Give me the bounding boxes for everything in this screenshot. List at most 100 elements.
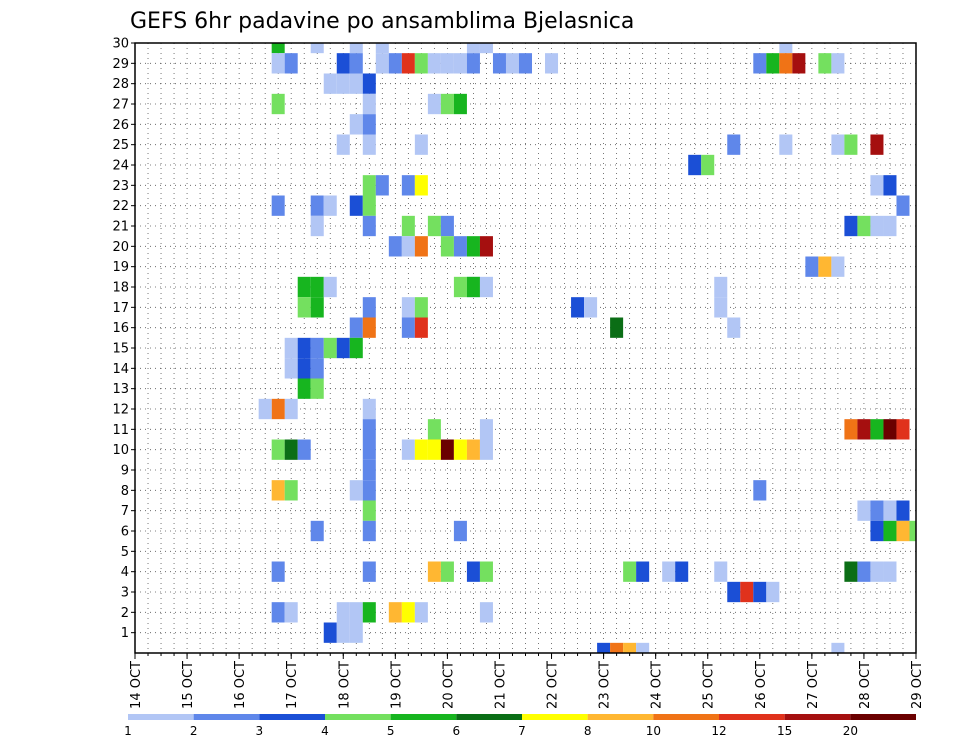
data-cell xyxy=(466,439,480,460)
y-tick-label: 26 xyxy=(112,118,129,133)
data-cell xyxy=(870,500,884,521)
data-cell xyxy=(310,43,324,54)
chart-title: GEFS 6hr padavine po ansamblima Bjelasni… xyxy=(130,9,634,34)
data-cell xyxy=(896,520,910,542)
y-tick-label: 8 xyxy=(121,484,129,499)
data-cell xyxy=(479,236,493,257)
data-cell xyxy=(362,561,376,582)
data-cell xyxy=(284,337,298,359)
y-tick-label: 12 xyxy=(112,403,129,418)
legend-label: 10 xyxy=(646,724,661,738)
x-tick-label: 29 OCT xyxy=(910,661,925,709)
data-cell xyxy=(571,297,585,318)
data-cell xyxy=(792,53,806,74)
data-cell xyxy=(284,602,298,623)
data-cell xyxy=(362,297,376,318)
data-cell xyxy=(714,561,728,582)
data-cell xyxy=(271,602,285,623)
data-cell xyxy=(336,134,350,155)
data-cell xyxy=(779,43,793,54)
data-cell xyxy=(610,642,624,653)
y-tick-label: 5 xyxy=(121,545,129,560)
data-cell xyxy=(831,256,845,277)
data-cell xyxy=(714,297,728,318)
data-cell xyxy=(414,175,428,196)
data-cell xyxy=(310,520,324,542)
data-cell xyxy=(336,73,350,94)
data-cell xyxy=(479,419,493,440)
data-cell xyxy=(336,622,350,643)
data-cell xyxy=(401,439,415,460)
data-cell xyxy=(427,561,441,582)
data-cell xyxy=(427,93,441,115)
data-cell xyxy=(401,602,415,623)
y-tick-label: 17 xyxy=(112,301,129,316)
data-cell xyxy=(831,53,845,74)
data-cell xyxy=(479,439,493,460)
data-cell xyxy=(831,134,845,155)
legend-swatch xyxy=(587,714,654,720)
data-cell xyxy=(714,276,728,298)
data-cell xyxy=(857,561,871,582)
y-tick-label: 27 xyxy=(112,98,129,113)
data-cell xyxy=(375,175,389,196)
y-tick-label: 28 xyxy=(112,77,129,92)
y-tick-label: 11 xyxy=(112,423,129,438)
data-cell xyxy=(258,398,272,420)
data-cell xyxy=(427,53,441,74)
legend-swatch xyxy=(784,714,851,720)
x-tick-label: 27 OCT xyxy=(806,661,821,709)
data-cell xyxy=(610,317,624,338)
legend-label: 4 xyxy=(321,724,329,738)
data-cell xyxy=(271,195,285,216)
x-tick-label: 22 OCT xyxy=(546,661,561,709)
data-cell xyxy=(505,53,519,74)
x-axis-ticks: 14 OCT 15 OCT 16 OCT 17 OCT 18 OCT 19 OCT 20 O… xyxy=(129,653,925,709)
data-cell xyxy=(297,358,311,379)
data-cell xyxy=(896,419,910,440)
data-cell xyxy=(323,622,337,643)
data-cell xyxy=(349,43,363,54)
data-cell xyxy=(479,43,493,54)
data-cell xyxy=(766,581,780,603)
data-cell xyxy=(492,53,506,74)
x-tick-label: 21 OCT xyxy=(493,661,508,709)
data-cell xyxy=(362,602,376,623)
data-cell xyxy=(479,561,493,582)
x-tick-label: 25 OCT xyxy=(702,661,717,709)
y-tick-label: 6 xyxy=(121,525,129,540)
data-cell xyxy=(323,73,337,94)
data-cell xyxy=(388,236,402,257)
data-cell xyxy=(414,134,428,155)
data-cell xyxy=(818,256,832,277)
y-tick-label: 29 xyxy=(112,57,129,72)
data-cell xyxy=(453,236,467,257)
data-cell xyxy=(414,236,428,257)
data-cell xyxy=(284,439,298,460)
data-cell xyxy=(401,297,415,318)
data-cell xyxy=(388,602,402,623)
data-cell xyxy=(883,561,897,582)
data-cell xyxy=(362,175,376,196)
x-tick-label: 15 OCT xyxy=(181,661,196,709)
data-cell xyxy=(466,276,480,298)
y-tick-label: 1 xyxy=(121,626,129,641)
data-cell xyxy=(870,134,884,155)
y-tick-label: 24 xyxy=(112,159,129,174)
y-tick-label: 21 xyxy=(112,220,129,235)
data-cell xyxy=(427,215,441,237)
y-tick-label: 13 xyxy=(112,382,129,397)
data-cell xyxy=(857,500,871,521)
data-cell xyxy=(271,93,285,115)
legend-swatch xyxy=(193,714,260,720)
data-cell xyxy=(623,561,637,582)
data-cell xyxy=(440,236,454,257)
x-tick-label: 18 OCT xyxy=(337,661,352,709)
data-cell xyxy=(440,561,454,582)
data-cell xyxy=(362,215,376,237)
data-cell xyxy=(375,53,389,74)
data-cell xyxy=(440,53,454,74)
data-cell xyxy=(414,602,428,623)
legend-swatch xyxy=(653,714,719,720)
